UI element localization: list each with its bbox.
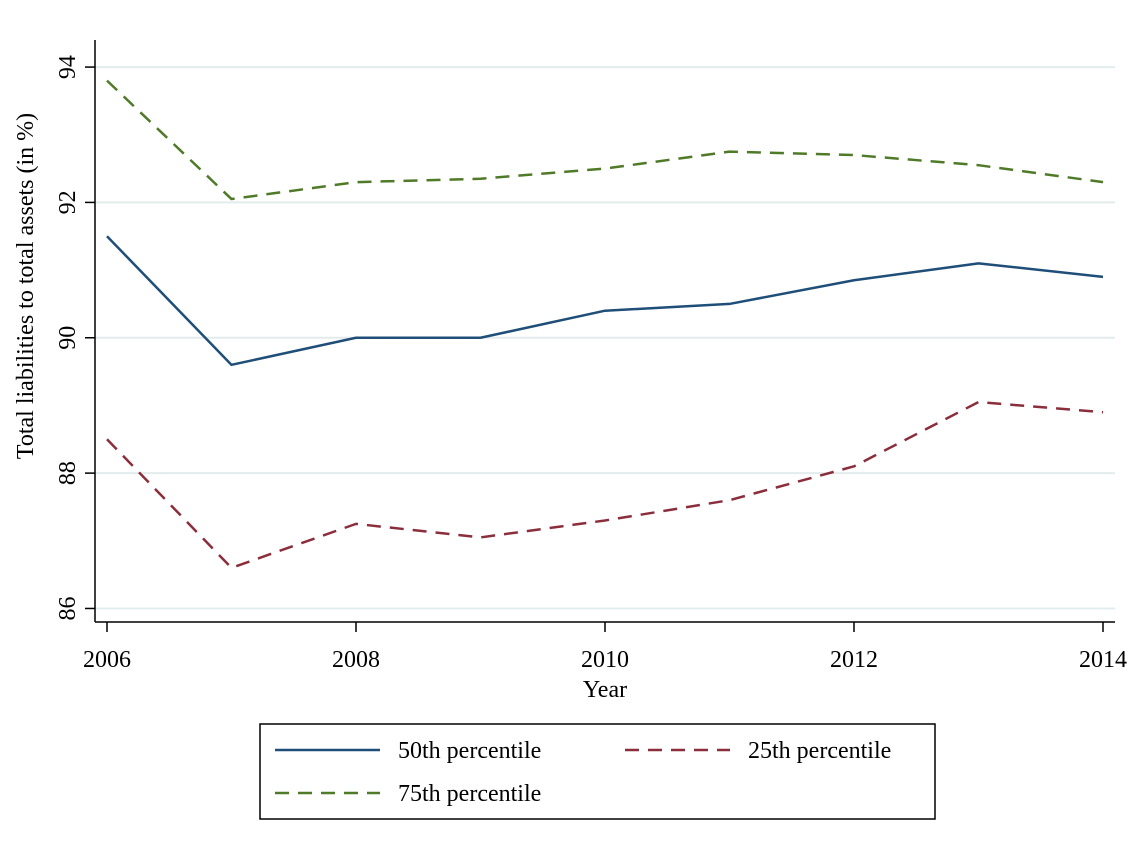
legend-label: 50th percentile [398, 738, 541, 764]
x-tick-label: 2012 [830, 647, 878, 673]
x-tick-label: 2008 [332, 647, 380, 673]
x-axis-title: Year [583, 677, 627, 703]
series-line-50th-percentile [106, 235, 1104, 367]
y-axis-title: Total liabilities to total assets (in %) [13, 113, 39, 459]
legend-box [259, 723, 936, 820]
y-tick-label: 90 [55, 326, 81, 350]
y-tick-label: 94 [55, 55, 81, 79]
x-tick-label: 2010 [581, 647, 629, 673]
series-line-75th-percentile [106, 79, 1104, 201]
y-tick-label: 86 [55, 596, 81, 620]
gridlines [95, 66, 1115, 610]
y-axis-ticks: 86 88 90 92 94 [55, 55, 95, 620]
x-tick-label: 2006 [83, 647, 131, 673]
legend-label: 25th percentile [748, 738, 891, 764]
y-tick-label: 92 [55, 190, 81, 214]
legend-label: 75th percentile [398, 781, 541, 807]
series-lines [106, 79, 1104, 570]
y-tick-label: 88 [55, 461, 81, 485]
plot-area [94, 40, 1115, 623]
series-line-25th-percentile [106, 400, 1104, 570]
x-tick-label: 2014 [1079, 647, 1127, 673]
legend: 50th percentile 25th percentile 75th perce… [259, 723, 936, 820]
x-axis-ticks: 2006 2008 2010 2012 2014 [83, 622, 1127, 673]
